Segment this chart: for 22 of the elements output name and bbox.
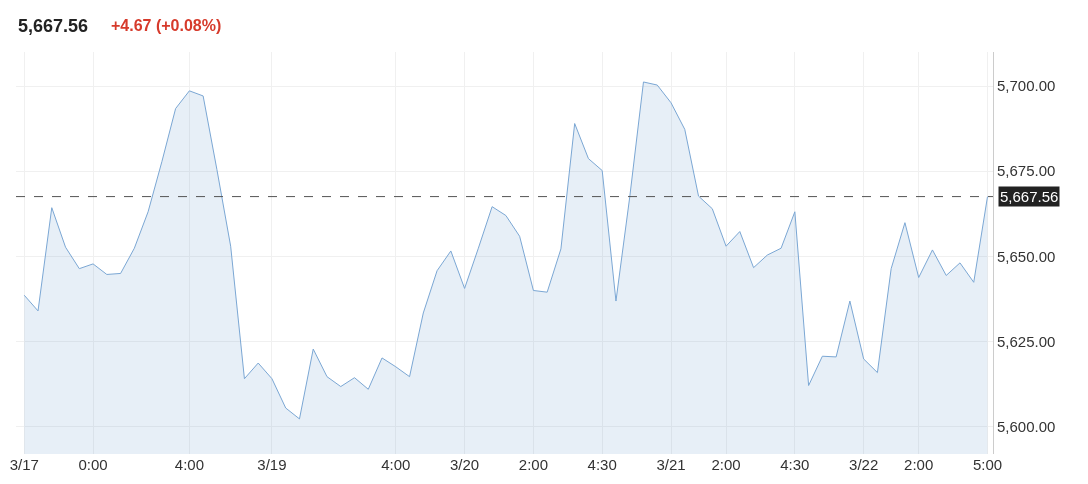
x-tick-label: 3/20	[449, 456, 480, 473]
y-tick-label: 5,600.00	[997, 418, 1056, 435]
x-tick-label: 3/22	[849, 456, 879, 473]
y-tick-label: 5,675.00	[997, 162, 1056, 180]
y-tick-label: 5,700.00	[997, 77, 1056, 95]
ref-line-label: 5,667.56	[1000, 188, 1059, 205]
y-tick-label: 5,625.00	[997, 332, 1056, 350]
x-tick-label: 5:00	[972, 456, 1003, 473]
chart-subtitle: +4.67 (+0.08%)	[111, 17, 222, 34]
x-tick-label: 4:30	[780, 456, 810, 473]
x-tick-label: 0:00	[78, 456, 108, 473]
x-tick-label: 2:00	[904, 456, 934, 473]
x-tick-label: 3/21	[656, 456, 686, 473]
x-tick-label: 3/17	[9, 456, 39, 473]
x-tick-label: 2:00	[711, 456, 741, 473]
x-tick-label: 4:00	[381, 456, 411, 473]
x-tick-label: 2:00	[518, 456, 548, 473]
y-tick-label: 5,650.00	[997, 247, 1056, 265]
x-tick-label: 4:00	[174, 456, 204, 473]
x-tick-label: 4:30	[587, 456, 617, 473]
x-tick-label: 3/19	[257, 456, 287, 473]
chart-title: 5,667.56	[18, 16, 89, 36]
